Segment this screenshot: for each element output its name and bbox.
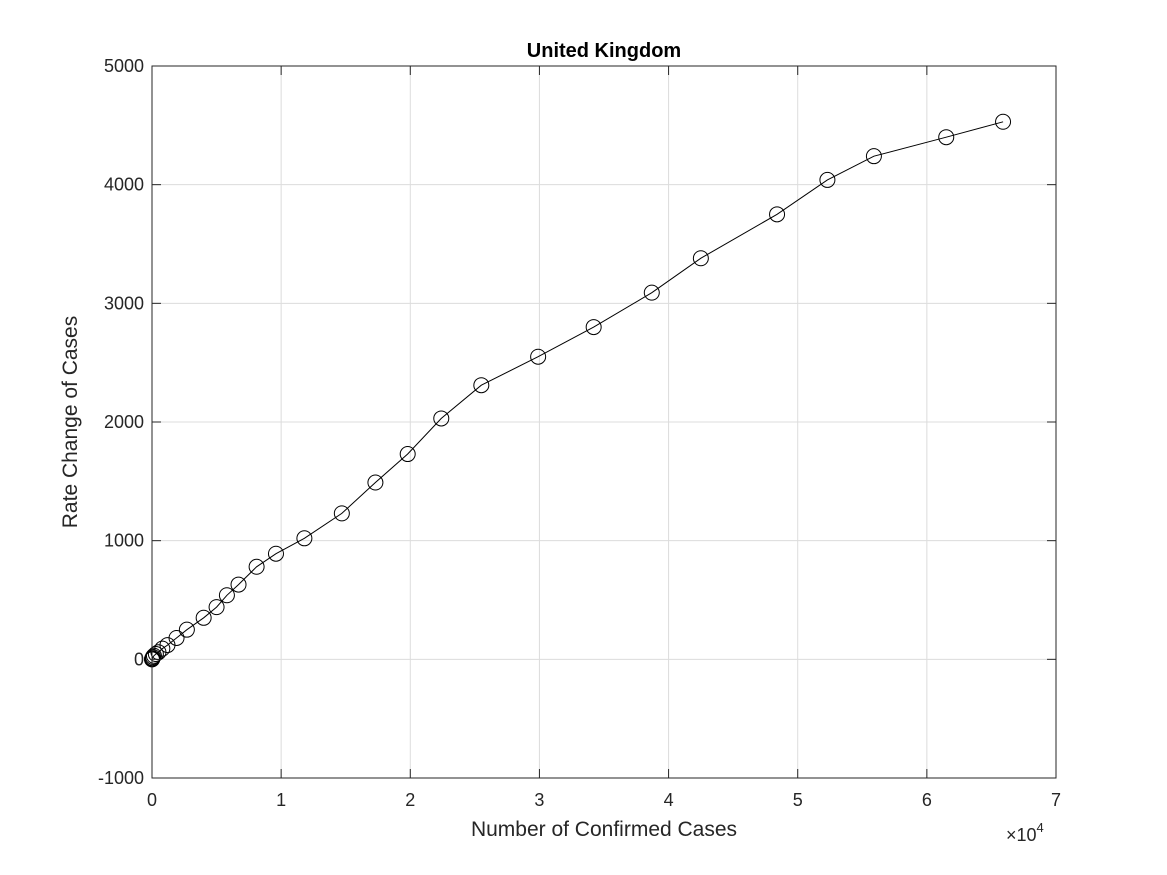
data-point	[367, 474, 384, 491]
data-point	[178, 621, 195, 638]
data-point	[433, 410, 450, 427]
x-tick-label: 5	[793, 790, 803, 810]
x-tick-label: 6	[922, 790, 932, 810]
data-point	[692, 250, 709, 267]
data-point	[938, 129, 955, 146]
data-point	[530, 348, 547, 365]
data-point	[333, 505, 350, 522]
x-axis-multiplier-exponent: 4	[1037, 820, 1044, 835]
data-point	[154, 640, 171, 657]
x-tick-label: 3	[534, 790, 544, 810]
x-axis-multiplier: ×104	[1006, 820, 1044, 845]
data-point	[168, 629, 185, 646]
data-point	[865, 148, 882, 165]
data-point	[769, 206, 786, 223]
x-axis-multiplier-base: ×10	[1006, 825, 1037, 845]
chart-title: United Kingdom	[527, 40, 681, 62]
x-tick-label: 0	[147, 790, 157, 810]
y-tick-label: 2000	[104, 412, 144, 432]
data-point	[585, 319, 602, 336]
y-tick-label: 4000	[104, 175, 144, 195]
data-point	[819, 171, 836, 188]
data-point	[147, 645, 164, 662]
y-tick-label: 1000	[104, 531, 144, 551]
y-tick-label: 5000	[104, 56, 144, 76]
x-tick-label: 1	[276, 790, 286, 810]
data-point	[473, 377, 490, 394]
data-point	[208, 599, 225, 616]
y-tick-label: 0	[134, 649, 144, 669]
y-axis-label: Rate Change of Cases	[59, 316, 82, 528]
data-point	[267, 545, 284, 562]
data-point	[230, 576, 247, 593]
series-line	[151, 121, 1004, 660]
x-tick-label: 7	[1051, 790, 1061, 810]
x-tick-label: 4	[664, 790, 674, 810]
data-point	[296, 530, 313, 547]
data-point	[145, 648, 162, 665]
x-axis-label: Number of Confirmed Cases	[471, 818, 737, 841]
x-tick-label: 2	[405, 790, 415, 810]
data-point	[218, 587, 235, 604]
y-tick-label: -1000	[98, 768, 144, 788]
data-point	[643, 284, 660, 301]
y-tick-label: 3000	[104, 293, 144, 313]
data-point	[399, 446, 416, 463]
data-point	[995, 113, 1012, 130]
data-point	[248, 558, 265, 575]
data-point	[195, 609, 212, 626]
